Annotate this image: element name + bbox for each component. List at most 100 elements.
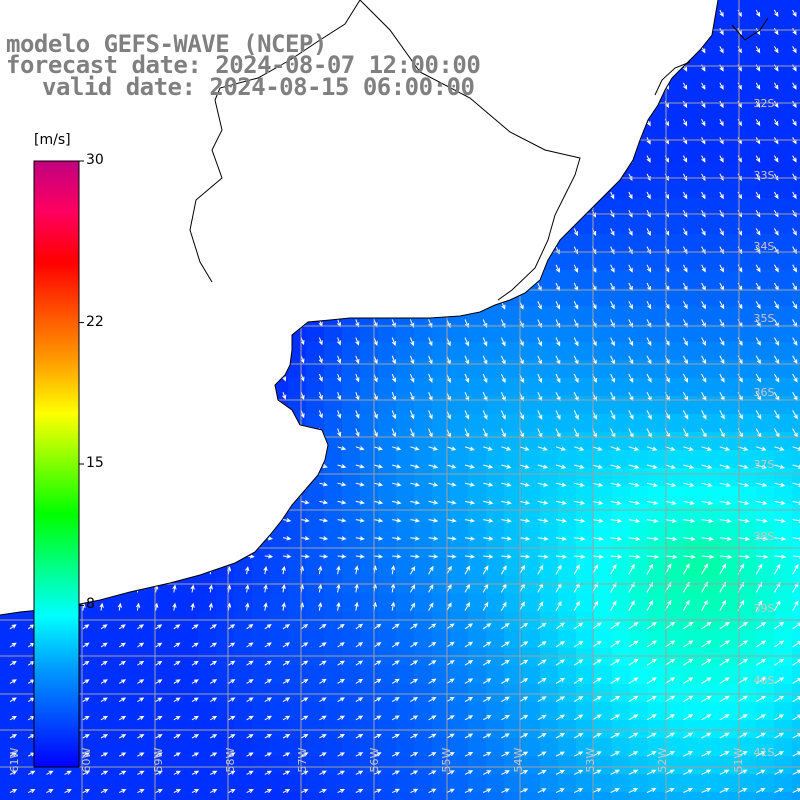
wind-cell [792, 774, 800, 793]
wind-cell [504, 756, 523, 775]
wind-cell [612, 522, 631, 541]
wind-arrow [300, 660, 309, 666]
wind-arrow [482, 641, 492, 648]
wind-cell [612, 756, 631, 775]
wind-arrow [319, 518, 329, 523]
wind-cell [468, 630, 487, 649]
wind-arrow [592, 640, 602, 648]
wind-arrow [282, 554, 292, 559]
wind-arrow [464, 410, 470, 420]
wind-cell [234, 630, 253, 649]
wind-arrow [573, 769, 584, 775]
wind-arrow [300, 678, 309, 684]
wind-cell [216, 576, 235, 595]
wind-cell [54, 792, 73, 800]
wind-arrow [409, 602, 416, 611]
wind-arrow [337, 697, 345, 703]
wind-arrow [446, 500, 457, 505]
wind-arrow [319, 623, 327, 630]
wind-arrow [664, 769, 675, 775]
wind-arrow [501, 678, 510, 684]
wind-cell [432, 738, 451, 757]
wind-cell [792, 612, 800, 631]
wind-arrow [172, 584, 177, 593]
wind-arrow [701, 695, 712, 703]
wind-arrow [264, 715, 273, 721]
wind-cell [270, 612, 289, 631]
wind-cell [666, 144, 685, 163]
wind-arrow [683, 482, 695, 487]
wind-arrow [373, 518, 384, 523]
wind-arrow [792, 155, 797, 163]
wind-cell [738, 702, 757, 721]
wind-arrow [755, 355, 761, 365]
wind-arrow [483, 536, 494, 541]
wind-cell [666, 234, 685, 253]
wind-cell [558, 666, 577, 685]
wind-arrow [373, 623, 382, 630]
wind-arrow [719, 769, 730, 775]
wind-arrow [592, 446, 603, 451]
wind-arrow [574, 500, 586, 505]
wind-cell [594, 450, 613, 469]
wind-arrow [464, 751, 474, 757]
wind-arrow [774, 677, 785, 684]
wind-arrow [755, 714, 766, 721]
wind-arrow [337, 733, 345, 739]
wind-arrow [628, 732, 639, 739]
colorbar-label: 30 [86, 152, 104, 168]
wind-cell [522, 450, 541, 469]
wind-arrow [501, 715, 510, 721]
wind-arrow [610, 695, 621, 703]
wind-arrow [683, 464, 695, 469]
wind-cell [702, 144, 721, 163]
wind-cell [684, 342, 703, 361]
wind-arrow [755, 264, 761, 273]
wind-cell [612, 180, 631, 199]
wind-arrow [773, 337, 780, 346]
wind-arrow [173, 789, 182, 794]
wind-cell [630, 666, 649, 685]
wind-cell [450, 738, 469, 757]
wind-cell [234, 684, 253, 703]
wind-arrow [300, 770, 309, 775]
wind-cell [252, 576, 271, 595]
wind-cell [720, 540, 739, 559]
wind-cell [144, 756, 163, 775]
wind-arrow [555, 622, 566, 630]
wind-cell [450, 522, 469, 541]
wind-cell [108, 756, 127, 775]
wind-arrow [719, 677, 730, 684]
wind-arrow [592, 518, 604, 523]
wind-arrow [209, 789, 218, 794]
wind-arrow [118, 715, 127, 721]
wind-arrow [355, 337, 360, 346]
wind-cell [702, 576, 721, 595]
wind-arrow [464, 554, 476, 559]
wind-arrow [281, 602, 286, 611]
wind-arrow [336, 355, 342, 364]
wind-arrow [774, 536, 787, 541]
wind-arrow [82, 642, 90, 648]
wind-cell [612, 612, 631, 631]
wind-cell [162, 684, 181, 703]
wind-cell [792, 270, 800, 289]
wind-arrow [519, 464, 530, 469]
wind-arrow [482, 410, 488, 420]
wind-arrow [482, 601, 489, 611]
wind-cell [504, 630, 523, 649]
wind-arrow [464, 623, 474, 630]
wind-cell [630, 702, 649, 721]
wind-cell [540, 342, 559, 361]
wind-cell [630, 234, 649, 253]
wind-arrow [300, 734, 309, 739]
wind-arrow [683, 518, 696, 523]
wind-cell [468, 522, 487, 541]
wind-cell [540, 702, 559, 721]
wind-arrow [755, 118, 761, 127]
wind-arrow [537, 751, 547, 757]
wind-cell [756, 108, 775, 127]
wind-arrow [355, 428, 360, 438]
coastline [0, 0, 769, 616]
wind-arrow [792, 600, 799, 611]
